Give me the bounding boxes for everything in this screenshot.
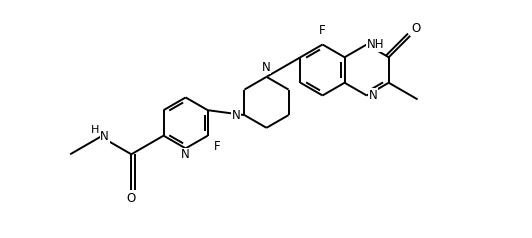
Text: NH: NH xyxy=(367,38,384,51)
Text: H: H xyxy=(90,125,99,135)
Text: O: O xyxy=(411,21,421,35)
Text: F: F xyxy=(319,25,326,37)
Text: F: F xyxy=(213,139,220,153)
Text: N: N xyxy=(262,61,271,74)
Text: N: N xyxy=(181,149,190,161)
Text: N: N xyxy=(101,130,109,143)
Text: O: O xyxy=(127,192,136,204)
Text: N: N xyxy=(369,89,377,102)
Text: N: N xyxy=(232,109,240,122)
